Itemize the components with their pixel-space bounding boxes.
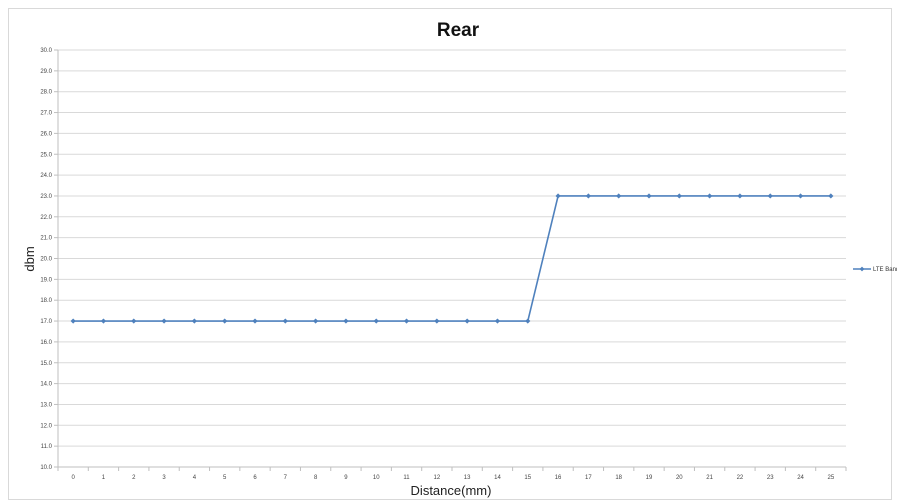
y-tick-label: 18.0 xyxy=(40,298,52,304)
series-line xyxy=(73,195,831,322)
data-point xyxy=(797,193,804,199)
data-point xyxy=(313,318,319,324)
x-tick-labels: 0 1 2 3 4 5 6 7 8 9 10 11 12 13 14 15 16 17 18 19 20 21 22 23 24… xyxy=(71,475,834,481)
y-tick-label: 12.0 xyxy=(40,423,52,429)
data-point xyxy=(828,193,834,199)
x-tick-label: 5 xyxy=(223,475,227,481)
x-tick-label: 9 xyxy=(344,475,348,481)
data-point xyxy=(282,318,288,324)
legend: LTE Band 4 xyxy=(853,266,897,273)
data-point xyxy=(131,318,137,324)
x-tick-label: 3 xyxy=(162,475,166,481)
y-tick-label: 27.0 xyxy=(40,111,52,117)
y-tick-labels: 10.0 11.0 12.0 13.0 14.0 15.0 16.0 17.0 18.0 19.0… xyxy=(40,48,52,471)
data-point xyxy=(737,193,743,199)
x-tick-label: 12 xyxy=(434,475,441,481)
x-tick-label: 4 xyxy=(193,475,197,481)
x-tick-label: 1 xyxy=(102,475,106,481)
data-point xyxy=(707,193,713,199)
data-point xyxy=(191,318,197,324)
x-tick-label: 16 xyxy=(555,475,562,481)
y-tick-label: 30.0 xyxy=(40,48,52,54)
data-point xyxy=(464,318,470,324)
data-point xyxy=(676,193,682,199)
x-tick-label: 21 xyxy=(706,475,713,481)
y-tick-label: 26.0 xyxy=(40,131,52,137)
data-point xyxy=(161,318,167,324)
data-point xyxy=(222,318,228,324)
y-tick-label: 17.0 xyxy=(40,319,52,325)
y-tick-label: 10.0 xyxy=(40,465,52,471)
legend-marker xyxy=(859,266,865,272)
y-tick-label: 16.0 xyxy=(40,340,52,346)
x-axis-label: Distance(mm) xyxy=(411,483,492,498)
x-tick-label: 19 xyxy=(646,475,653,481)
y-tick-label: 22.0 xyxy=(40,215,52,221)
x-tick-label: 7 xyxy=(284,475,288,481)
data-point xyxy=(616,193,622,199)
x-tick-label: 10 xyxy=(373,475,380,481)
data-point xyxy=(373,318,379,324)
data-point xyxy=(767,193,773,199)
data-point xyxy=(343,318,349,324)
x-tick-label: 17 xyxy=(585,475,592,481)
y-tick-label: 19.0 xyxy=(40,277,52,283)
x-tick-label: 14 xyxy=(494,475,501,481)
y-tick-label: 29.0 xyxy=(40,69,52,75)
data-point xyxy=(494,318,501,324)
x-tick-label: 6 xyxy=(253,475,257,481)
x-tick-label: 2 xyxy=(132,475,136,481)
x-tick-label: 18 xyxy=(615,475,622,481)
x-tick-label: 8 xyxy=(314,475,318,481)
y-tick-label: 15.0 xyxy=(40,361,52,367)
x-tick-label: 25 xyxy=(828,475,835,481)
x-tick-label: 15 xyxy=(524,475,531,481)
y-tick-label: 14.0 xyxy=(40,382,52,388)
y-tick-label: 13.0 xyxy=(40,402,52,408)
chart-title: Rear xyxy=(437,20,480,41)
gridlines xyxy=(54,49,847,471)
series-layer xyxy=(70,193,834,324)
y-tick-label: 24.0 xyxy=(40,173,52,179)
data-point xyxy=(555,193,561,199)
chart-frame xyxy=(8,8,892,500)
data-point xyxy=(252,318,258,324)
data-point xyxy=(100,318,107,324)
x-tick-label: 23 xyxy=(767,475,774,481)
y-tick-label: 25.0 xyxy=(40,152,52,158)
x-tick-label: 13 xyxy=(464,475,471,481)
y-tick-label: 11.0 xyxy=(41,444,53,450)
data-point xyxy=(646,193,652,199)
x-tick-label: 11 xyxy=(403,475,410,481)
y-tick-label: 28.0 xyxy=(40,90,52,96)
y-tick-label: 20.0 xyxy=(40,257,52,263)
y-axis-label: dbm xyxy=(22,246,37,271)
x-tick-label: 0 xyxy=(71,475,75,481)
legend-label: LTE Band 4 xyxy=(873,267,897,273)
x-tick-label: 24 xyxy=(797,475,804,481)
data-point xyxy=(403,318,410,324)
data-point xyxy=(70,318,76,324)
y-tick-label: 23.0 xyxy=(40,194,52,200)
x-tick-label: 20 xyxy=(676,475,683,481)
data-point xyxy=(525,318,531,324)
data-point xyxy=(434,318,440,324)
y-tick-label: 21.0 xyxy=(40,236,52,242)
x-tick-label: 22 xyxy=(737,475,744,481)
data-point xyxy=(585,193,591,199)
